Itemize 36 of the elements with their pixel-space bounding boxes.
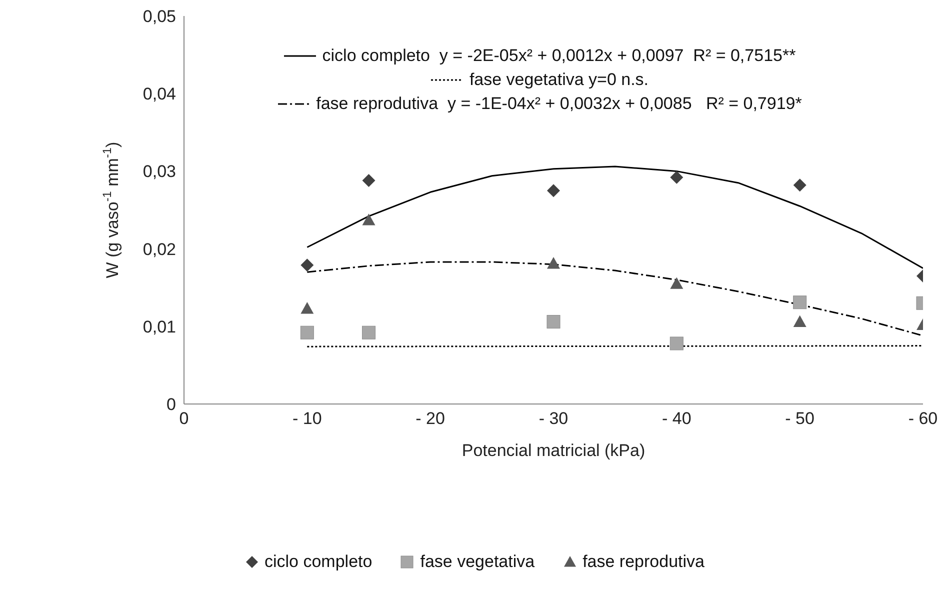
y-tick-label: 0 — [166, 395, 176, 414]
x-tick-label: - 20 — [416, 409, 445, 428]
point — [793, 178, 806, 192]
legend-label: fase reprodutiva y = -1E-04x² + 0,0032x + 0,0085 R² = 0,7919* — [316, 94, 802, 114]
point — [547, 184, 560, 198]
point — [547, 257, 560, 269]
x-tick-label: - 40 — [662, 409, 692, 428]
point — [793, 315, 806, 327]
y-tick-label: 0,02 — [142, 240, 176, 259]
x-tick-label: - 50 — [785, 409, 814, 428]
line-series — [306, 166, 923, 269]
x-tick-label: - 30 — [538, 409, 568, 428]
legend-label: fase vegetativa y=0 n.s. — [469, 70, 649, 90]
point — [362, 214, 376, 226]
point — [670, 170, 684, 184]
legend-label: ciclo completo — [264, 552, 372, 572]
x-tick-label: - 60 — [908, 409, 938, 428]
point — [546, 314, 560, 328]
x-tick-label: 0 — [179, 409, 189, 428]
point — [362, 174, 376, 188]
point — [793, 296, 807, 310]
legend-label: fase vegetativa — [420, 552, 535, 572]
y-tick-label: 0,05 — [142, 7, 176, 26]
x-axis-title: Potencial matricial (kPa) — [462, 441, 646, 460]
y-tick-label: 0,01 — [142, 317, 176, 336]
legend-label: ciclo completo y = -2E-05x² + 0,0012x + 0,0097 R² = 0,7515** — [322, 46, 796, 66]
point — [670, 277, 684, 289]
point — [670, 336, 684, 350]
point — [300, 326, 314, 340]
point — [300, 258, 314, 272]
legend-label: fase reprodutiva — [582, 552, 704, 572]
point — [300, 302, 314, 314]
y-tick-label: 0,04 — [142, 84, 176, 104]
point — [362, 326, 376, 340]
y-tick-label: 0,03 — [142, 162, 176, 182]
x-tick-label: - 10 — [292, 409, 322, 428]
